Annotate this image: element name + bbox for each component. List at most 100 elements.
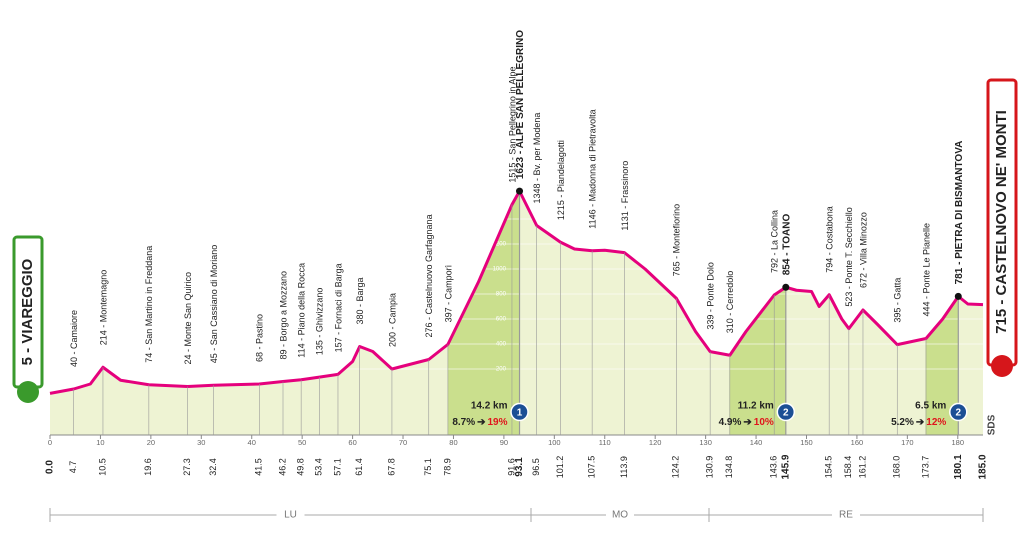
x-tick-label: 60 <box>348 438 356 447</box>
region-label: RE <box>839 510 853 521</box>
climb-gradient: 5.2% ➔ 12% <box>891 417 946 428</box>
climb-length: 14.2 km <box>471 401 508 412</box>
x-tick-label: 20 <box>147 438 155 447</box>
climb-category: 2 <box>956 408 962 419</box>
start-box: 5 - VIAREGGIO <box>12 235 44 403</box>
waypoint-label: 854 - TOANO <box>781 214 792 276</box>
waypoint-label: 214 - Montemagno <box>98 270 108 346</box>
km-label: 57.1 <box>332 458 342 476</box>
waypoint-label: 135 - Ghivizzano <box>315 288 325 356</box>
y-tick-label: 600 <box>496 317 507 323</box>
x-tick-label: 170 <box>901 438 914 447</box>
climb-max: 12% <box>926 417 946 428</box>
waypoint-label: 89 - Borgo a Mozzano <box>278 271 288 360</box>
km-label: 67.8 <box>386 458 396 476</box>
x-tick-label: 10 <box>96 438 104 447</box>
km-label: 27.3 <box>182 458 192 476</box>
climb-length: 6.5 km <box>915 401 946 412</box>
km-label: 78.9 <box>442 458 452 476</box>
waypoint-label: 395 - Gatta <box>893 278 903 323</box>
km-label: 91.6 <box>506 458 516 476</box>
km-label: 185.0 <box>978 454 989 479</box>
km-label: 61.4 <box>354 458 364 476</box>
x-tick-label: 120 <box>649 438 662 447</box>
waypoint-label: 200 - Campia <box>387 293 397 347</box>
waypoint-label: 794 - Costabona <box>825 206 835 273</box>
km-label: 4.7 <box>68 461 78 474</box>
waypoint-label: 672 - Villa Minozzo <box>858 212 868 288</box>
km-label: 134.8 <box>724 456 734 479</box>
x-tick-label: 70 <box>399 438 407 447</box>
waypoint-label: 45 - San Cassiano di Moriano <box>209 245 219 364</box>
km-label: 107.5 <box>587 456 597 479</box>
arrow: ➔ <box>916 417 925 428</box>
y-tick-label: 400 <box>496 342 507 348</box>
waypoint-label: 68 - Pastino <box>255 314 265 362</box>
waypoint-label: 1131 - Frassinoro <box>620 161 630 231</box>
summit-dot <box>954 292 962 300</box>
waypoint-label: 380 - Barga <box>355 277 365 324</box>
waypoint-label: 24 - Monte San Quirico <box>183 272 193 365</box>
km-label: 0.0 <box>45 460 56 474</box>
km-label: 158.4 <box>843 456 853 479</box>
km-label: 101.2 <box>555 456 565 479</box>
y-tick-label: 1200 <box>493 242 507 248</box>
x-tick-label: 180 <box>952 438 965 447</box>
km-label: 161.2 <box>857 456 867 479</box>
climb-avg: 5.2% <box>891 417 914 428</box>
x-tick-label: 30 <box>197 438 205 447</box>
km-label: 96.5 <box>531 458 541 476</box>
climb-area <box>447 191 520 435</box>
x-tick-label: 80 <box>449 438 457 447</box>
km-label: 124.2 <box>671 456 681 479</box>
km-label: 143.6 <box>769 456 779 479</box>
km-label: 46.2 <box>277 458 287 476</box>
y-tick-label: 1400 <box>493 217 507 223</box>
x-tick-label: 100 <box>548 438 561 447</box>
km-label: 10.5 <box>97 458 107 476</box>
waypoint-label: 523 - Ponte T. Secchiello <box>844 207 854 306</box>
km-label: 93.1 <box>514 457 525 477</box>
km-label: 145.9 <box>780 454 791 479</box>
waypoint-label: 792 - La Collina <box>770 210 780 273</box>
waypoint-label: 444 - Ponte Le Pianelle <box>921 223 931 317</box>
arrow: ➔ <box>743 417 752 428</box>
waypoint-label: 1215 - Piandelagotti <box>556 140 566 220</box>
climb-badge <box>776 402 796 422</box>
x-tick-label: 160 <box>851 438 864 447</box>
climb-category: 1 <box>517 408 523 419</box>
km-label: 53.4 <box>314 458 324 476</box>
climb-badge <box>949 402 968 422</box>
waypoint-label: 1146 - Madonna di Pietravolta <box>588 109 598 228</box>
km-label: 75.1 <box>423 458 433 476</box>
start-name: 5 - VIAREGGIO <box>19 258 36 365</box>
region-label: LU <box>284 510 297 521</box>
km-label: 168.0 <box>892 456 902 479</box>
waypoint-label: 1623 - ALPE SAN PELLEGRINO <box>515 30 526 179</box>
summit-dot <box>782 283 790 291</box>
km-label: 180.1 <box>953 454 964 479</box>
waypoint-label: 310 - Cerredolo <box>725 271 735 334</box>
y-tick-label: 800 <box>496 292 507 298</box>
credit: SDS <box>987 414 998 435</box>
km-label: 173.7 <box>920 456 930 479</box>
waypoint-label: 781 - PIETRA DI BISMANTOVA <box>954 141 965 285</box>
finish-box: 715 - CASTELNOVO NE' MONTI <box>986 78 1018 377</box>
waypoint-label: 339 - Ponte Dolo <box>706 262 716 330</box>
climb-area <box>729 287 786 435</box>
climb-avg: 8.7% <box>452 417 475 428</box>
x-tick-label: 110 <box>599 438 611 447</box>
waypoint-label: 276 - Castelnuovo Garfagnana <box>424 214 434 337</box>
region-bracket <box>49 508 984 522</box>
x-tick-label: 140 <box>750 438 763 447</box>
waypoint-label: 397 - Camporì <box>443 265 453 323</box>
region-bg <box>832 508 860 522</box>
km-label: 113.9 <box>619 456 629 478</box>
climb-gradient: 4.9% ➔ 10% <box>719 417 774 428</box>
waypoint-label: 157 - Fornaci di Barga <box>333 263 343 352</box>
climb-gradient: 8.7% ➔ 19% <box>452 417 507 428</box>
km-label: 19.6 <box>143 458 153 476</box>
km-label: 154.5 <box>824 456 834 479</box>
x-tick-label: 0 <box>48 438 52 447</box>
